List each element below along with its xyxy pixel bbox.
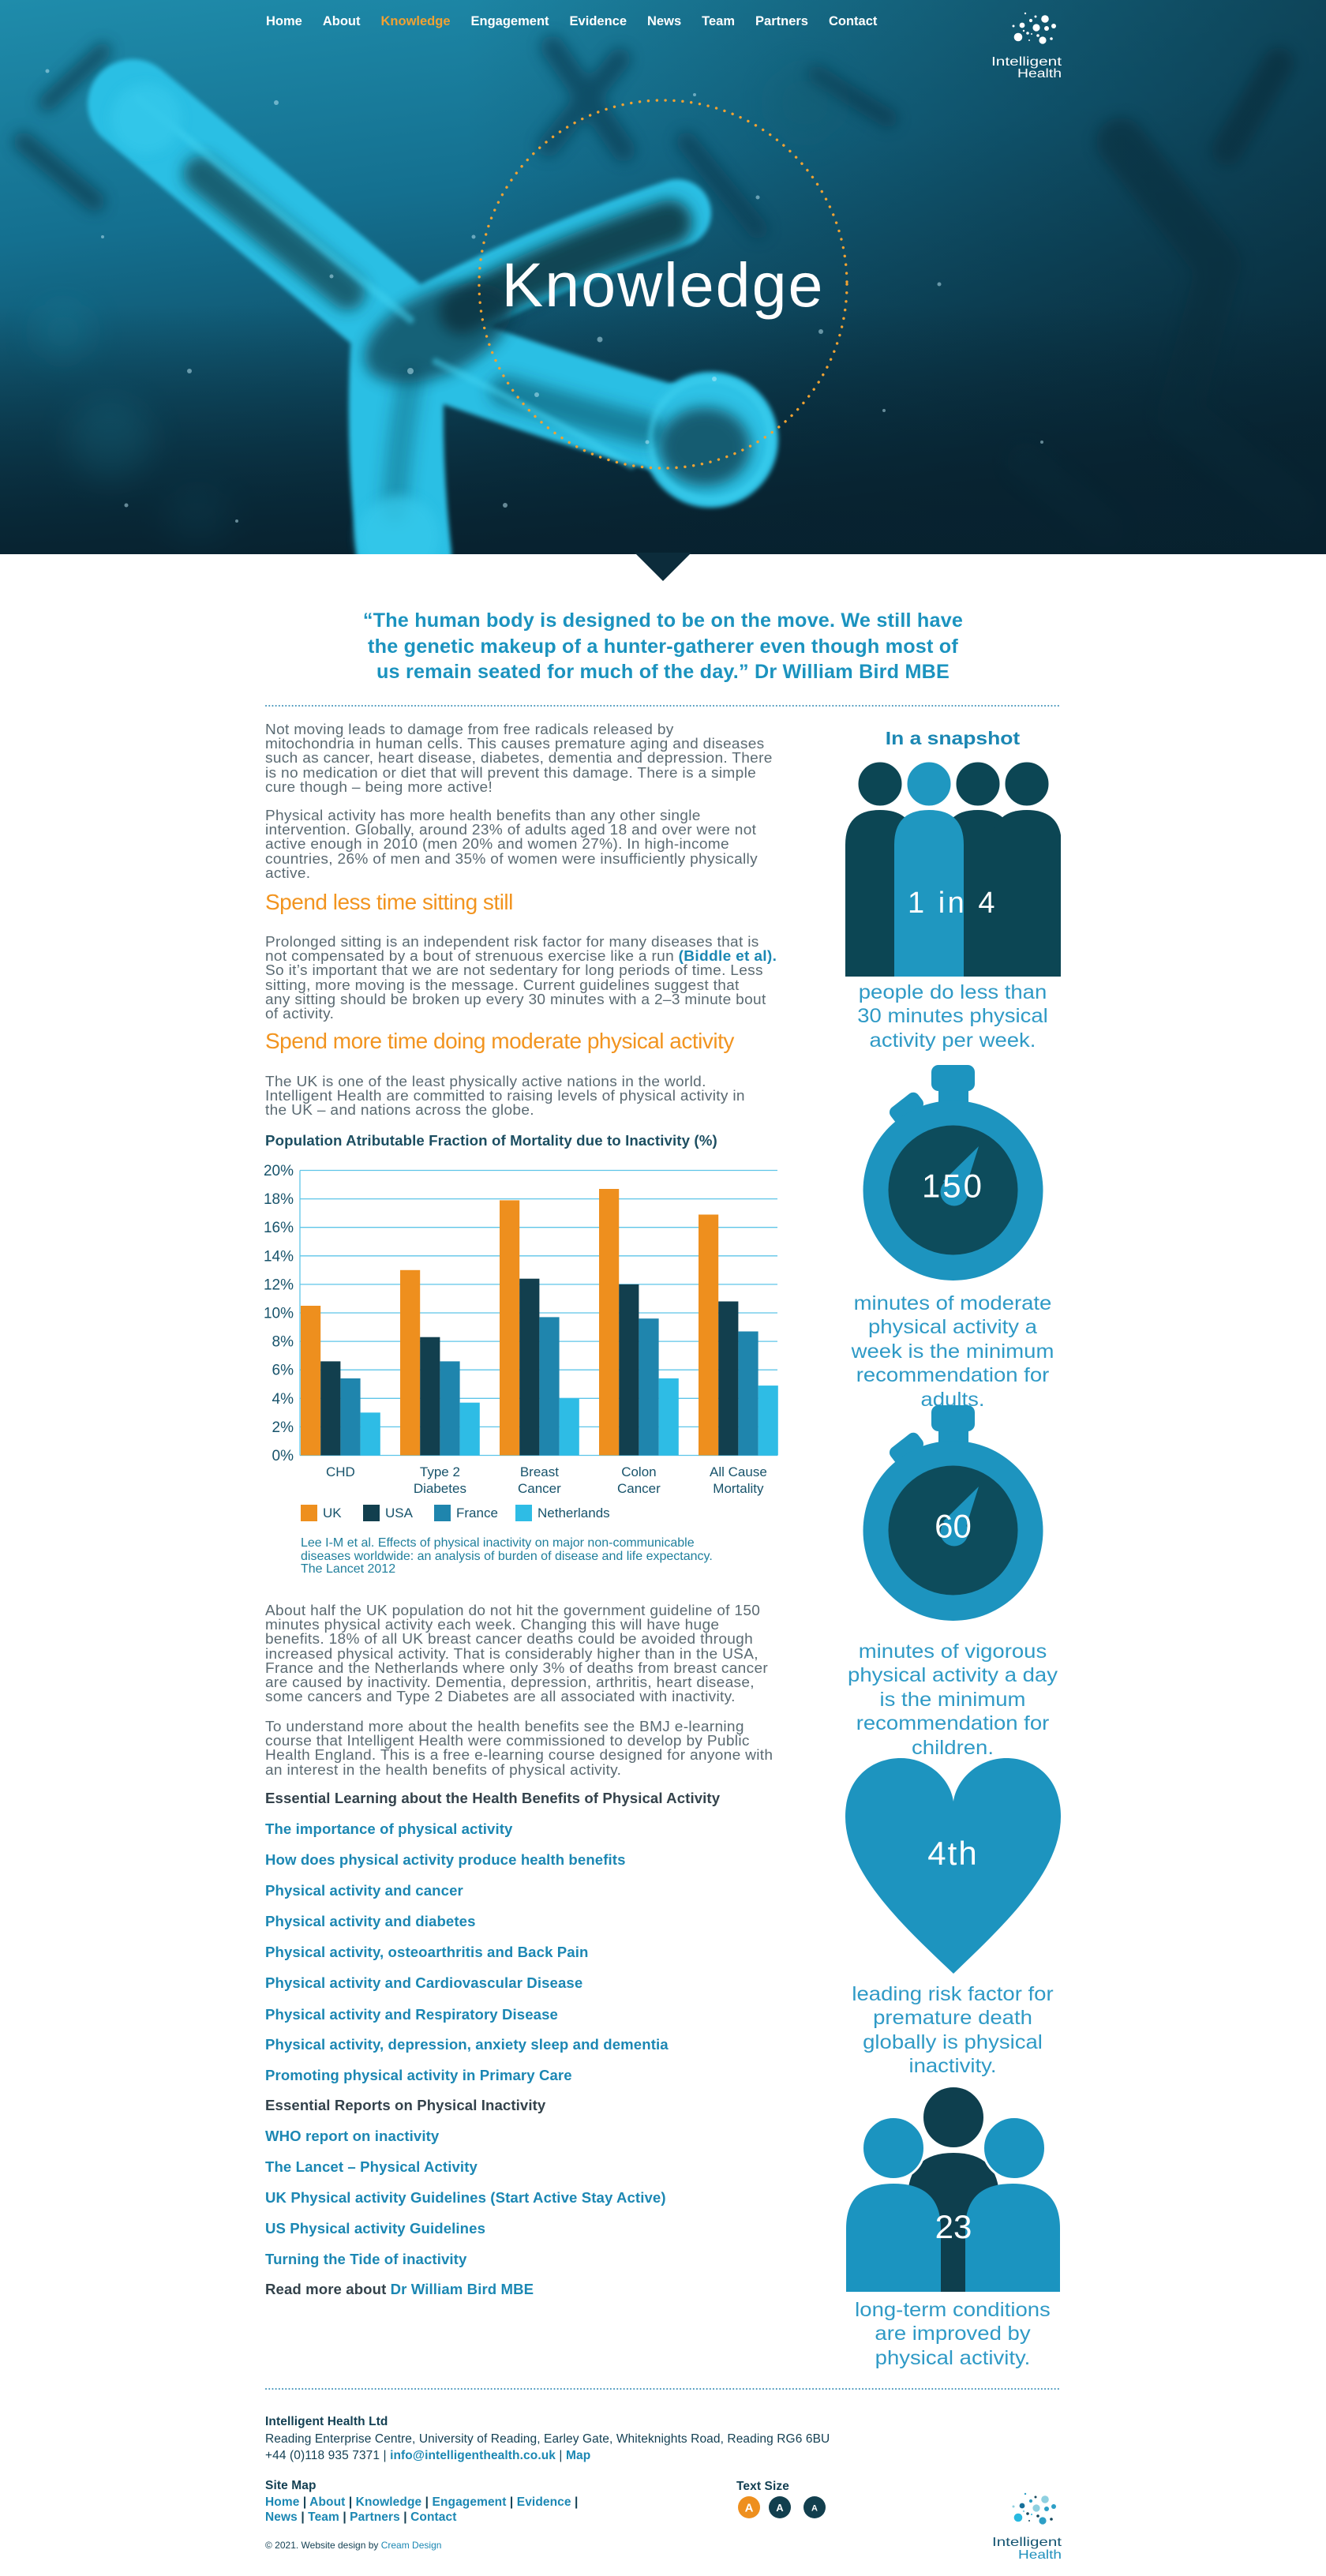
svg-text:The Lancet 2012: The Lancet 2012 [301,1562,395,1576]
svg-text:Netherlands: Netherlands [538,1505,610,1520]
svg-text:Knowledge: Knowledge [502,249,825,320]
svg-text:4%: 4% [272,1391,294,1408]
svg-text:USA: USA [385,1505,414,1520]
svg-text:Breast: Breast [520,1464,559,1479]
svg-text:Health: Health [1017,67,1062,79]
svg-text:6%: 6% [272,1363,294,1379]
svg-text:Diabetes: Diabetes [414,1481,466,1496]
svg-text:Type 2: Type 2 [420,1464,460,1479]
svg-text:All Cause: All Cause [710,1464,767,1479]
svg-text:1 in 4: 1 in 4 [908,887,998,920]
svg-text:Mortality: Mortality [713,1481,764,1496]
svg-text:10%: 10% [264,1306,294,1322]
svg-text:2%: 2% [272,1419,294,1436]
svg-text:CHD: CHD [326,1464,355,1479]
svg-text:A: A [745,2502,754,2515]
svg-text:diseases worldwide: an analysi: diseases worldwide: an analysis of burde… [301,1550,713,1563]
svg-text:Cancer: Cancer [518,1481,561,1496]
svg-text:UK: UK [323,1505,342,1520]
svg-text:150: 150 [922,1168,984,1205]
svg-text:12%: 12% [264,1277,294,1293]
svg-text:Intelligent: Intelligent [991,55,1062,69]
svg-text:Health: Health [1018,2548,1062,2559]
svg-text:16%: 16% [264,1220,294,1236]
svg-text:18%: 18% [264,1191,294,1208]
svg-text:0%: 0% [272,1448,294,1464]
svg-text:A: A [811,2504,818,2514]
svg-text:60: 60 [935,1508,972,1545]
svg-text:A: A [776,2502,784,2514]
svg-text:Colon: Colon [621,1464,656,1479]
svg-text:20%: 20% [264,1163,294,1179]
svg-text:23: 23 [935,2208,972,2245]
svg-text:8%: 8% [272,1334,294,1351]
svg-text:14%: 14% [264,1248,294,1265]
svg-text:Intelligent: Intelligent [992,2536,1062,2549]
svg-text:Lee I-M et al. Effects of phys: Lee I-M et al. Effects of physical inact… [301,1536,695,1550]
svg-text:France: France [456,1505,498,1520]
svg-text:4th: 4th [927,1835,978,1872]
svg-text:Cancer: Cancer [617,1481,661,1496]
